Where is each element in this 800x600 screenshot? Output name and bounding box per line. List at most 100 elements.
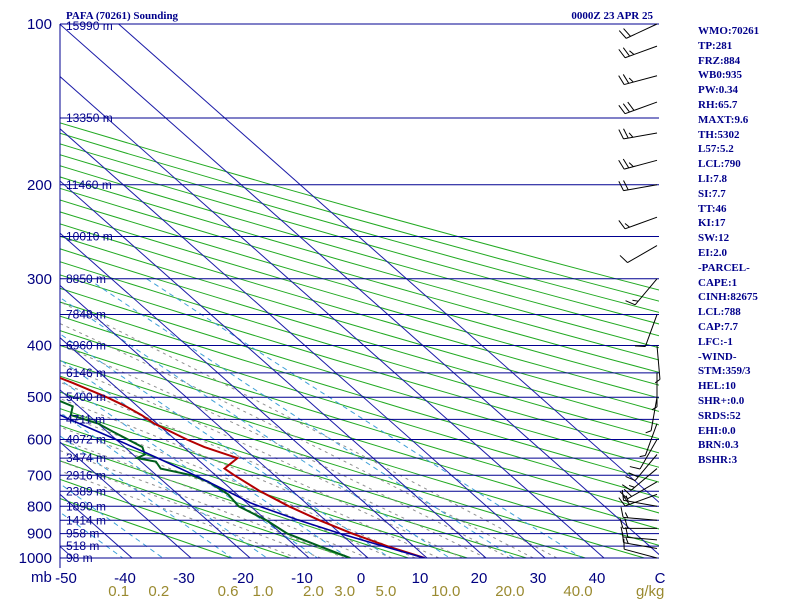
barb-staff: [627, 245, 658, 264]
temperature-tick-label: 40: [589, 570, 606, 587]
dry-adiabat: [60, 391, 588, 558]
mixing-ratio-line: [146, 278, 583, 558]
isotherm: [60, 75, 605, 558]
barb-flag: [623, 488, 633, 497]
barb-staff: [656, 345, 661, 380]
barb-staff: [644, 423, 658, 456]
index-item: TH:5302: [698, 128, 740, 141]
dry-adiabat: [60, 498, 233, 558]
barb-staff: [623, 536, 658, 541]
temperature-tick-label: -20: [232, 570, 254, 587]
barb-flag: [624, 512, 629, 518]
mixing-ratio-label: 20.0: [495, 583, 524, 600]
isotherm: [60, 24, 659, 556]
height-label: 6960 m: [66, 339, 106, 353]
barb-flag: [622, 495, 630, 505]
barb-flag: [618, 159, 625, 170]
dry-adiabat: [60, 460, 352, 558]
pressure-label: 200: [27, 177, 52, 194]
barb-flag: [620, 526, 624, 538]
wind-barb: [618, 128, 658, 140]
height-label: 6146 m: [66, 366, 106, 380]
dry-adiabat: [60, 287, 659, 468]
index-item: MAXT:9.6: [698, 113, 749, 126]
index-item: PW:0.34: [698, 84, 739, 97]
index-item: EHI:0.0: [698, 424, 736, 437]
dry-adiabat: [60, 424, 470, 558]
height-label: 2916 m: [66, 468, 106, 482]
mixing-ratio-label: 0.6: [218, 583, 239, 600]
height-label: 13350 m: [66, 111, 113, 125]
barb-flag: [619, 518, 624, 529]
wind-barb: [618, 216, 658, 230]
wind-barb: [654, 345, 661, 384]
wind-barb: [619, 245, 658, 264]
wind-barb: [618, 493, 658, 507]
pressure-label: 400: [27, 338, 52, 355]
height-label: 5400 m: [66, 390, 106, 404]
wind-barb: [651, 372, 658, 411]
mixing-ratio-label: 40.0: [563, 583, 592, 600]
index-item: WB0:935: [698, 69, 742, 82]
barb-flag: [618, 104, 626, 114]
barb-flag: [627, 101, 635, 111]
index-item: -WIND-: [698, 350, 737, 363]
mixing-ratio-line: [60, 412, 268, 558]
barb-staff: [623, 132, 658, 140]
barb-flag: [622, 103, 630, 113]
barb-flag: [618, 49, 626, 59]
dry-adiabat: [60, 143, 659, 313]
barb-flag: [618, 497, 626, 507]
pressure-label: 300: [27, 271, 52, 288]
dry-adiabat: [60, 211, 659, 386]
index-item: L57:5.2: [698, 143, 734, 156]
index-item: CAP:7.7: [698, 320, 739, 333]
mixing-ratio-label: 1.0: [253, 583, 274, 600]
index-item: KI:17: [698, 217, 726, 230]
barb-flag: [628, 162, 634, 168]
barb-flag: [619, 255, 628, 263]
barb-flag: [645, 430, 652, 434]
index-item: WMO:70261: [698, 25, 760, 37]
barb-staff: [624, 216, 658, 230]
mixing-ratio-line: [60, 379, 319, 558]
wind-barb: [625, 454, 658, 482]
wind-barb: [623, 538, 658, 559]
clipped-grid: [60, 24, 659, 558]
pressure-label: 700: [27, 467, 52, 484]
index-item: TP:281: [698, 39, 733, 52]
temperature-tick-label: 10: [412, 570, 429, 587]
dry-adiabat: [60, 261, 659, 440]
height-label: 98 m: [66, 551, 93, 565]
dry-adiabat: [60, 360, 659, 546]
pressure-label: 100: [27, 16, 52, 33]
indices-panel: WMO:70261 TP:281 FRZ:884 WB0:935 PW:0.34 RH:6…: [698, 24, 798, 468]
dry-adiabat: [60, 132, 659, 302]
mixing-ratio-line: [60, 359, 350, 558]
dry-adiabat: [60, 330, 659, 514]
barb-flag: [624, 518, 629, 529]
series-temperature: [60, 376, 425, 558]
height-label: 2389 m: [66, 484, 106, 498]
grid-layer: [59, 23, 659, 568]
series-dewpoint: [60, 399, 351, 558]
index-item: BRN:0.3: [698, 439, 739, 452]
mixing-ratio-label: 5.0: [376, 583, 397, 600]
barb-flag: [618, 181, 624, 191]
dry-adiabat: [60, 165, 659, 337]
barb-flag: [628, 484, 635, 488]
dry-adiabat: [60, 235, 659, 412]
barb-flag: [632, 299, 639, 302]
barb-staff: [624, 548, 658, 559]
barb-flag: [651, 406, 658, 411]
index-item: SW:12: [698, 232, 730, 245]
index-item: FRZ:884: [698, 54, 741, 67]
isotherm: [60, 232, 428, 558]
barb-flag: [619, 491, 628, 500]
barb-flag: [622, 47, 630, 57]
data-layer: [60, 376, 425, 558]
mixing-ratio-line: [60, 296, 451, 558]
index-item: RH:65.7: [698, 98, 738, 111]
